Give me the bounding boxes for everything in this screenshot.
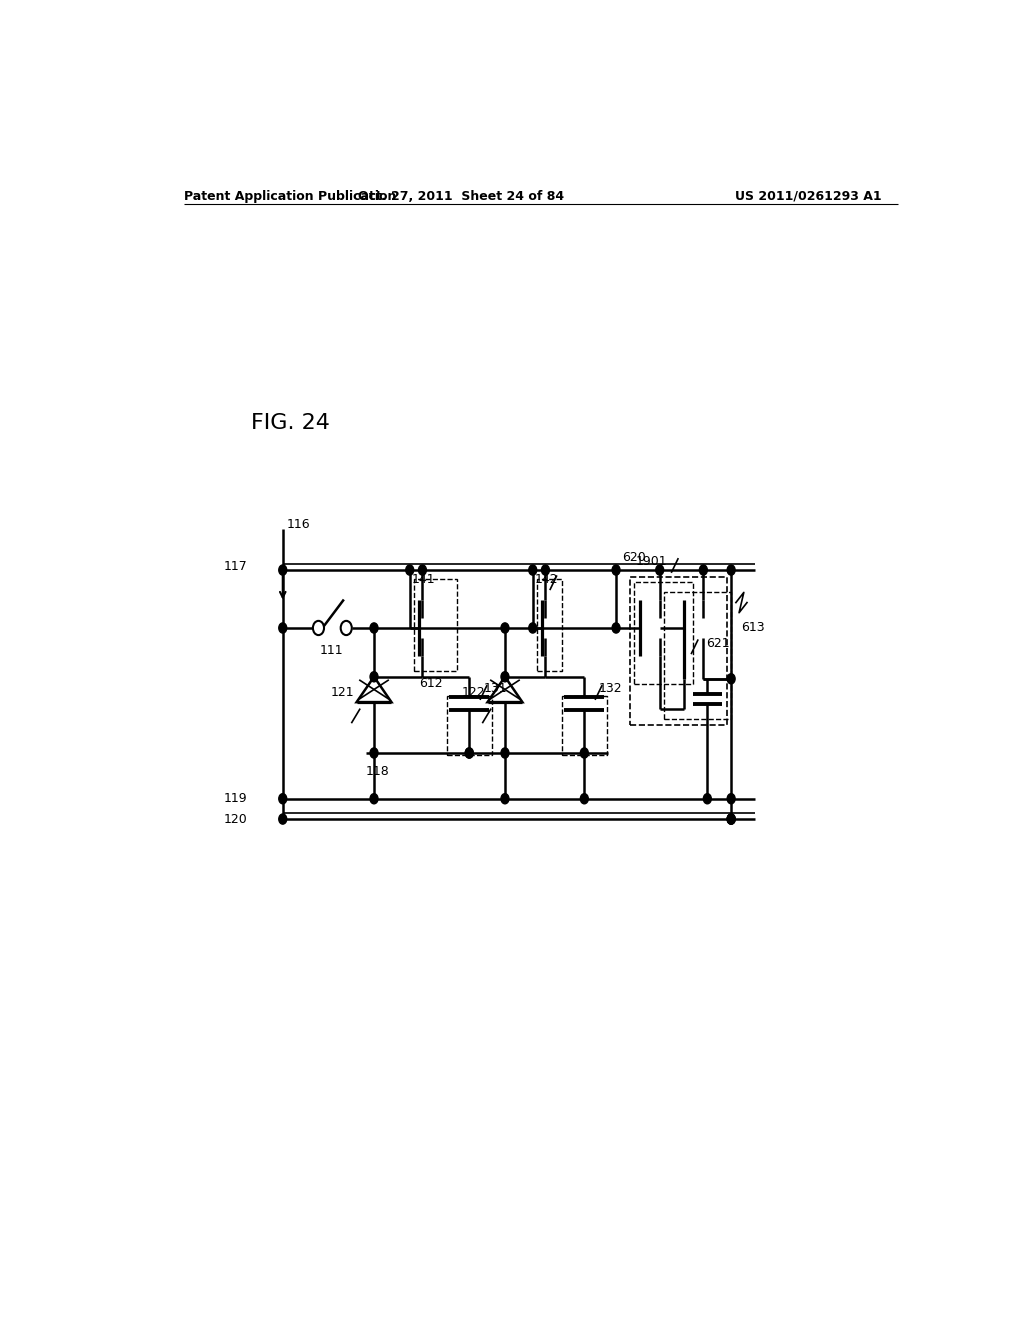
Text: 621: 621 bbox=[706, 636, 729, 649]
Circle shape bbox=[279, 793, 287, 804]
Text: 120: 120 bbox=[223, 813, 247, 825]
Circle shape bbox=[279, 565, 287, 576]
Circle shape bbox=[581, 748, 588, 758]
Text: Patent Application Publication: Patent Application Publication bbox=[183, 190, 396, 202]
Circle shape bbox=[501, 623, 509, 634]
Circle shape bbox=[727, 793, 735, 804]
Text: 119: 119 bbox=[223, 792, 247, 805]
Circle shape bbox=[370, 672, 378, 682]
Circle shape bbox=[612, 565, 621, 576]
Bar bbox=[562, 696, 607, 755]
Circle shape bbox=[528, 623, 537, 634]
Text: 118: 118 bbox=[367, 764, 390, 777]
Text: 141: 141 bbox=[412, 573, 435, 586]
Circle shape bbox=[542, 565, 550, 576]
Circle shape bbox=[699, 565, 708, 576]
Text: 620: 620 bbox=[623, 552, 646, 565]
Circle shape bbox=[727, 565, 735, 576]
Circle shape bbox=[501, 793, 509, 804]
Circle shape bbox=[465, 748, 473, 758]
Circle shape bbox=[501, 748, 509, 758]
Circle shape bbox=[703, 793, 712, 804]
Circle shape bbox=[612, 623, 621, 634]
Text: 111: 111 bbox=[321, 644, 344, 657]
Circle shape bbox=[419, 565, 426, 576]
Circle shape bbox=[279, 814, 287, 824]
Bar bbox=[664, 593, 731, 719]
Text: 142: 142 bbox=[535, 573, 558, 586]
Circle shape bbox=[279, 623, 287, 634]
Circle shape bbox=[581, 793, 588, 804]
Bar bbox=[447, 696, 493, 755]
Bar bbox=[537, 579, 562, 671]
Text: FIG. 24: FIG. 24 bbox=[251, 413, 330, 433]
Text: 117: 117 bbox=[223, 561, 247, 573]
Text: US 2011/0261293 A1: US 2011/0261293 A1 bbox=[735, 190, 882, 202]
Bar bbox=[634, 582, 693, 684]
Circle shape bbox=[313, 620, 324, 635]
Circle shape bbox=[370, 748, 378, 758]
Circle shape bbox=[370, 623, 378, 634]
Circle shape bbox=[727, 814, 735, 824]
Circle shape bbox=[727, 673, 735, 684]
Circle shape bbox=[727, 814, 735, 824]
Circle shape bbox=[341, 620, 352, 635]
Text: 613: 613 bbox=[740, 622, 764, 635]
Circle shape bbox=[370, 793, 378, 804]
Circle shape bbox=[465, 748, 473, 758]
Circle shape bbox=[528, 565, 537, 576]
Text: 1901: 1901 bbox=[636, 556, 668, 569]
Text: Oct. 27, 2011  Sheet 24 of 84: Oct. 27, 2011 Sheet 24 of 84 bbox=[358, 190, 564, 202]
Circle shape bbox=[655, 565, 664, 576]
Text: 612: 612 bbox=[419, 677, 442, 690]
Circle shape bbox=[501, 672, 509, 682]
Circle shape bbox=[406, 565, 414, 576]
Text: 132: 132 bbox=[599, 682, 623, 696]
Bar bbox=[631, 577, 727, 725]
Text: 116: 116 bbox=[287, 517, 310, 531]
Bar bbox=[414, 579, 458, 671]
Text: 131: 131 bbox=[483, 682, 507, 696]
Text: 121: 121 bbox=[331, 685, 354, 698]
Text: 122: 122 bbox=[461, 685, 485, 698]
Circle shape bbox=[727, 814, 735, 824]
